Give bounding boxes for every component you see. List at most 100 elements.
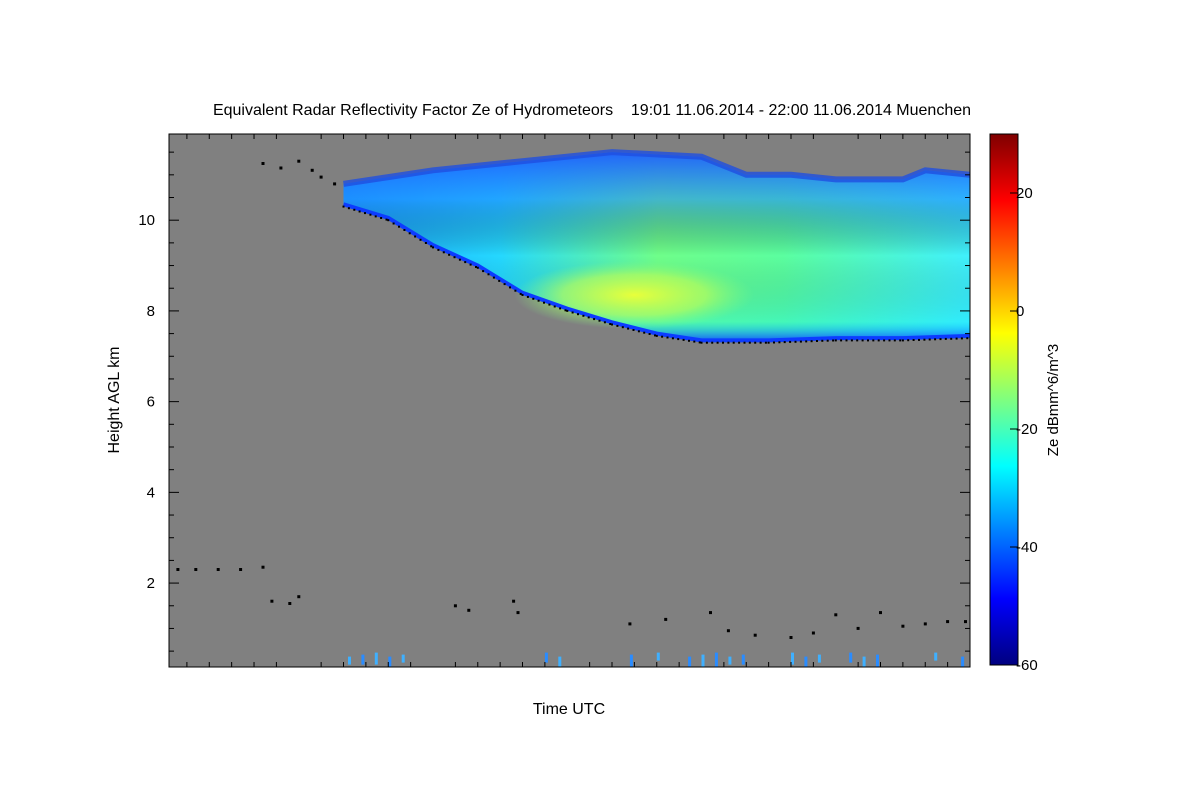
ceilometer-base-point (783, 341, 786, 344)
ceilometer-point (726, 629, 730, 633)
ceilometer-base-point (364, 212, 366, 215)
ceilometer-base-point (966, 337, 969, 340)
ceilometer-base-point (398, 225, 400, 228)
colorbar-label: Ze dBmm^6/m^3 (1045, 344, 1062, 456)
ceilometer-base-point (603, 321, 606, 324)
ceilometer-base-point (347, 207, 350, 210)
ceilometer-point (879, 611, 882, 615)
ceilometer-point (239, 568, 243, 571)
ceilometer-base-point (955, 337, 958, 340)
ceilometer-base-point (469, 263, 472, 266)
ceilometer-base-point (923, 338, 926, 341)
cloud-base-edge (342, 202, 970, 343)
colorbar-tick-label: 0 (1016, 303, 1024, 320)
ceilometer-base-point (437, 248, 440, 251)
ceilometer-base-point (907, 339, 910, 342)
ceilometer-base-point (432, 246, 434, 249)
low-echo (348, 656, 351, 665)
ceilometer-point (194, 568, 198, 571)
ceilometer-base-point (637, 330, 640, 333)
ceilometer-base-point (616, 324, 619, 327)
ceilometer-base-point (716, 341, 719, 344)
ceilometer-base-point (877, 339, 880, 342)
y-tick-label: 2 (147, 575, 155, 592)
ceilometer-base-point (888, 339, 891, 342)
ceilometer-base-point (519, 292, 522, 295)
ceilometer-base-point (487, 273, 490, 276)
x-minor-ticks (186, 134, 949, 667)
ceilometer-base-point (577, 313, 579, 316)
y-tick-label: 8 (147, 303, 155, 320)
ceilometer-base-point (369, 213, 372, 216)
ceilometer-base-point (482, 270, 485, 273)
ceilometer-base-point (458, 258, 461, 261)
ceilometer-base-point (805, 340, 808, 343)
ceilometer-point (946, 620, 950, 624)
cloud-layer-edges (343, 152, 970, 341)
ceilometer-base-point (380, 217, 383, 219)
ceilometer-base-point (514, 289, 517, 292)
ceilometer-point (467, 608, 471, 612)
ceilometer-base-point (677, 338, 680, 341)
ceilometer-point (811, 631, 815, 635)
ceilometer-base-point (773, 341, 775, 344)
low-echo (401, 654, 405, 663)
ceilometer-base-point (509, 286, 511, 289)
low-echoes (348, 652, 965, 667)
ceilometer-base-point (566, 309, 569, 312)
ceilometer-base-point (548, 303, 551, 306)
ceilometer-base-point (627, 327, 630, 330)
ceilometer-point (176, 568, 180, 571)
ceilometer-base-point (442, 251, 445, 254)
ceilometer-base-point (705, 341, 708, 344)
ceilometer-point (901, 624, 905, 628)
ceilometer-base-point (960, 337, 963, 340)
ceilometer-point (512, 599, 516, 603)
ceilometer-point (709, 611, 712, 615)
ceilometer-base-point (899, 339, 902, 342)
ceilometer-base-point (571, 311, 574, 314)
ceilometer-base-point (632, 329, 635, 331)
ceilometer-points (176, 159, 969, 639)
ceilometer-base-point (789, 340, 792, 343)
ceilometer-base-point (722, 341, 724, 344)
ceilometer-base-point (587, 316, 590, 319)
ceilometer-base-point (532, 297, 535, 300)
ceilometer-point (279, 166, 283, 170)
ceilometer-base-point (794, 340, 797, 343)
ceilometer-base-point (698, 341, 701, 344)
ceilometer-base-point (901, 339, 904, 342)
ceilometer-base-point (743, 341, 746, 344)
ceilometer-base-point (408, 232, 411, 235)
ceilometer-base-point (759, 341, 762, 344)
ceilometer-base-point (682, 338, 685, 341)
ceilometer-base-point (498, 279, 501, 282)
ceilometer-base-point (939, 338, 942, 341)
low-echo (934, 652, 938, 661)
ceilometer-base-point (928, 338, 931, 341)
ceilometer-point (753, 633, 757, 637)
ceilometer-base-point (593, 318, 596, 321)
y-tick-label: 10 (138, 212, 155, 229)
ceilometer-base-point (453, 256, 456, 259)
ceilometer-base-point (553, 305, 556, 308)
low-echo (629, 654, 633, 667)
ceilometer-base-point (643, 331, 646, 334)
ceilometer-base-point (826, 339, 829, 342)
colorbar (989, 133, 1019, 666)
ceilometer-base-point (475, 266, 477, 268)
ceilometer-base-point (464, 261, 467, 264)
ceilometer-base-point (711, 341, 714, 344)
chart-title: Equivalent Radar Reflectivity Factor Ze … (213, 102, 971, 119)
ceilometer-base-point (799, 340, 802, 343)
ceilometer-base-point (850, 339, 853, 342)
ceilometer-base-point (944, 337, 947, 340)
ceilometer-point (453, 604, 457, 608)
ceilometer-base-point (754, 341, 757, 344)
ceilometer-base-point (950, 337, 953, 340)
ceilometer-base-point (893, 339, 896, 342)
low-echo (876, 654, 879, 667)
ceilometer-base-point (654, 334, 656, 337)
colorbar-tick-label: -40 (1016, 539, 1038, 556)
low-echo (862, 656, 866, 667)
